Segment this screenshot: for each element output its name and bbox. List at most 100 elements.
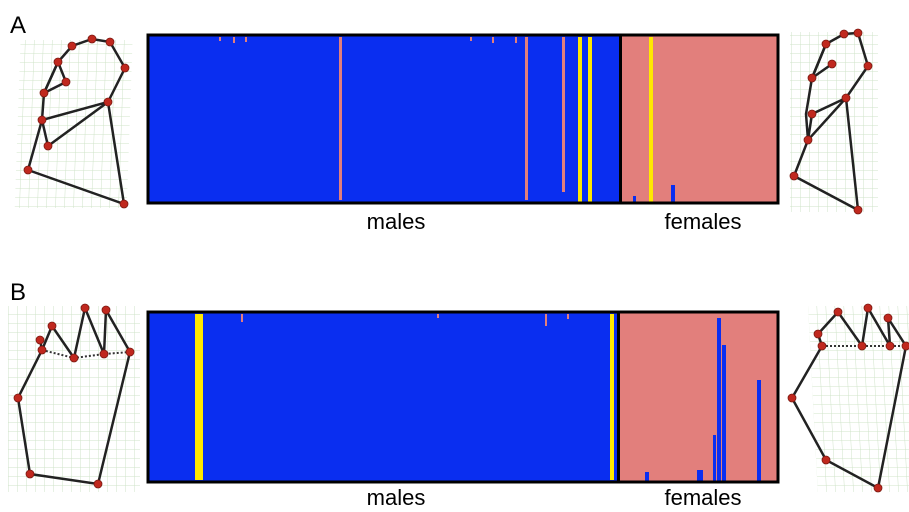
landmark: [883, 313, 893, 323]
landmark: [839, 29, 849, 39]
shape: [617, 312, 778, 482]
landmark: [69, 353, 79, 363]
shape: [633, 196, 636, 203]
landmark: [87, 34, 97, 44]
shape: [219, 37, 221, 41]
panel-b-hand-right: [787, 303, 909, 493]
landmark: [125, 347, 135, 357]
landmark: [787, 393, 797, 403]
landmark: [80, 303, 90, 313]
landmark: [13, 393, 23, 403]
panel-label: A: [10, 12, 26, 39]
panel-b-hand-left: [8, 303, 140, 492]
shape: [525, 37, 528, 200]
landmark: [53, 57, 63, 67]
shape: [146, 310, 780, 484]
shape: [713, 435, 716, 482]
shape: [233, 37, 235, 43]
shape: [492, 37, 494, 43]
landmark: [105, 37, 115, 47]
panel-label: B: [10, 279, 26, 306]
landmark: [807, 73, 817, 83]
landmark: [853, 28, 863, 38]
shape: [470, 37, 472, 41]
shape: [437, 314, 439, 318]
landmark: [25, 469, 35, 479]
landmark: [821, 455, 831, 465]
shape: [649, 37, 653, 202]
group-label: females: [664, 485, 741, 510]
shape: [148, 35, 620, 203]
shape: [16, 303, 132, 486]
shape: [645, 472, 649, 482]
shape: [697, 470, 703, 482]
shape: [578, 37, 582, 202]
group: [13, 303, 135, 489]
landmark: [23, 165, 33, 175]
landmark: [101, 305, 111, 315]
landmark: [821, 39, 831, 49]
shape: [545, 314, 547, 326]
landmark: [789, 171, 799, 181]
shape: [790, 304, 908, 490]
shape: [757, 380, 761, 482]
shape: [148, 312, 617, 482]
landmark: [43, 141, 53, 151]
panel-a-plot: [146, 33, 780, 205]
shape: [14, 40, 133, 208]
shape: [610, 314, 614, 480]
landmark: [39, 88, 49, 98]
shape: [241, 314, 243, 322]
shape: [717, 318, 721, 482]
landmark: [37, 345, 47, 355]
group-label: males: [367, 209, 426, 234]
landmark: [885, 341, 895, 351]
landmark: [833, 307, 843, 317]
landmark: [827, 59, 837, 69]
shape: [339, 37, 342, 200]
landmark: [901, 341, 909, 351]
landmark: [817, 341, 827, 351]
landmark: [803, 135, 813, 145]
shape: [619, 35, 622, 203]
shape: [808, 306, 909, 492]
group-label: females: [664, 209, 741, 234]
landmark: [99, 349, 109, 359]
landmark: [863, 61, 873, 71]
panel-b-plot: [146, 310, 780, 484]
landmark: [37, 115, 47, 125]
landmark: [103, 97, 113, 107]
shape: [146, 33, 780, 205]
shape: [671, 185, 675, 203]
landmark: [119, 199, 129, 209]
shape: [41, 61, 68, 96]
landmark: [93, 479, 103, 489]
landmark: [61, 77, 71, 87]
group: [787, 303, 909, 493]
panel-a-hand-left: [14, 34, 133, 209]
shape: [617, 312, 620, 482]
shape: [245, 37, 247, 42]
landmark: [120, 63, 130, 73]
landmark: [67, 41, 77, 51]
shape: [41, 349, 131, 360]
shape: [588, 37, 592, 202]
group: [789, 28, 873, 215]
landmark: [873, 483, 883, 493]
shape: [567, 314, 569, 319]
shape: [562, 37, 565, 192]
landmark: [813, 329, 823, 339]
landmark: [841, 93, 851, 103]
group-label: males: [367, 485, 426, 510]
landmark: [863, 303, 873, 313]
panel-a-hand-right: [789, 28, 878, 215]
shape: [792, 31, 870, 213]
landmark: [35, 335, 45, 345]
group: [23, 34, 130, 209]
shape: [722, 345, 726, 482]
landmark: [853, 205, 863, 215]
landmark: [857, 341, 867, 351]
shape: [515, 37, 517, 43]
shape: [195, 314, 203, 480]
